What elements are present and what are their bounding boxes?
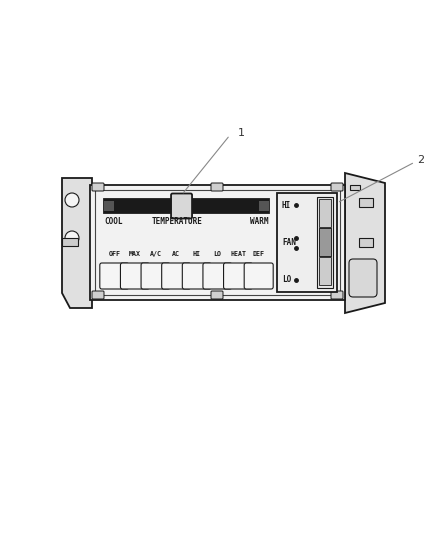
FancyBboxPatch shape	[182, 263, 211, 289]
Bar	[319, 228, 331, 256]
Bar	[104, 199, 269, 213]
FancyBboxPatch shape	[171, 193, 192, 219]
FancyBboxPatch shape	[211, 291, 223, 299]
FancyBboxPatch shape	[203, 263, 232, 289]
FancyBboxPatch shape	[211, 183, 223, 191]
FancyBboxPatch shape	[331, 291, 343, 299]
Polygon shape	[62, 178, 92, 308]
FancyBboxPatch shape	[244, 263, 273, 289]
Polygon shape	[345, 173, 385, 313]
Text: COOL: COOL	[104, 217, 123, 226]
Text: 2: 2	[417, 155, 424, 165]
Text: FAN: FAN	[282, 238, 296, 247]
Circle shape	[65, 231, 79, 245]
FancyBboxPatch shape	[100, 263, 129, 289]
FancyBboxPatch shape	[223, 263, 253, 289]
Text: MAX: MAX	[129, 251, 141, 257]
Text: TEMPERATURE: TEMPERATURE	[151, 217, 202, 226]
Text: HEAT: HEAT	[230, 251, 246, 257]
Text: AC: AC	[172, 251, 180, 257]
Text: DEF: DEF	[253, 251, 265, 257]
Bar	[359, 238, 373, 247]
Bar	[319, 228, 331, 256]
Bar	[62, 238, 78, 246]
Bar	[319, 257, 331, 285]
FancyBboxPatch shape	[349, 259, 377, 297]
Bar	[277, 193, 337, 292]
FancyBboxPatch shape	[120, 263, 149, 289]
Bar	[350, 185, 360, 190]
FancyBboxPatch shape	[331, 183, 343, 191]
Text: WARM: WARM	[251, 217, 269, 226]
Bar	[104, 201, 114, 211]
FancyBboxPatch shape	[141, 263, 170, 289]
Bar	[90, 185, 345, 300]
Text: HI: HI	[193, 251, 201, 257]
Text: OFF: OFF	[108, 251, 120, 257]
Text: 1: 1	[238, 128, 245, 138]
Bar	[317, 197, 333, 288]
FancyBboxPatch shape	[162, 263, 191, 289]
Text: A/C: A/C	[149, 251, 162, 257]
FancyBboxPatch shape	[92, 291, 104, 299]
Circle shape	[65, 193, 79, 207]
Text: LO: LO	[282, 276, 291, 285]
Text: LO: LO	[213, 251, 222, 257]
Bar	[95, 190, 340, 295]
Bar	[319, 199, 331, 227]
FancyBboxPatch shape	[92, 183, 104, 191]
Text: HI: HI	[282, 200, 291, 209]
Bar	[259, 201, 269, 211]
Bar	[359, 198, 373, 207]
